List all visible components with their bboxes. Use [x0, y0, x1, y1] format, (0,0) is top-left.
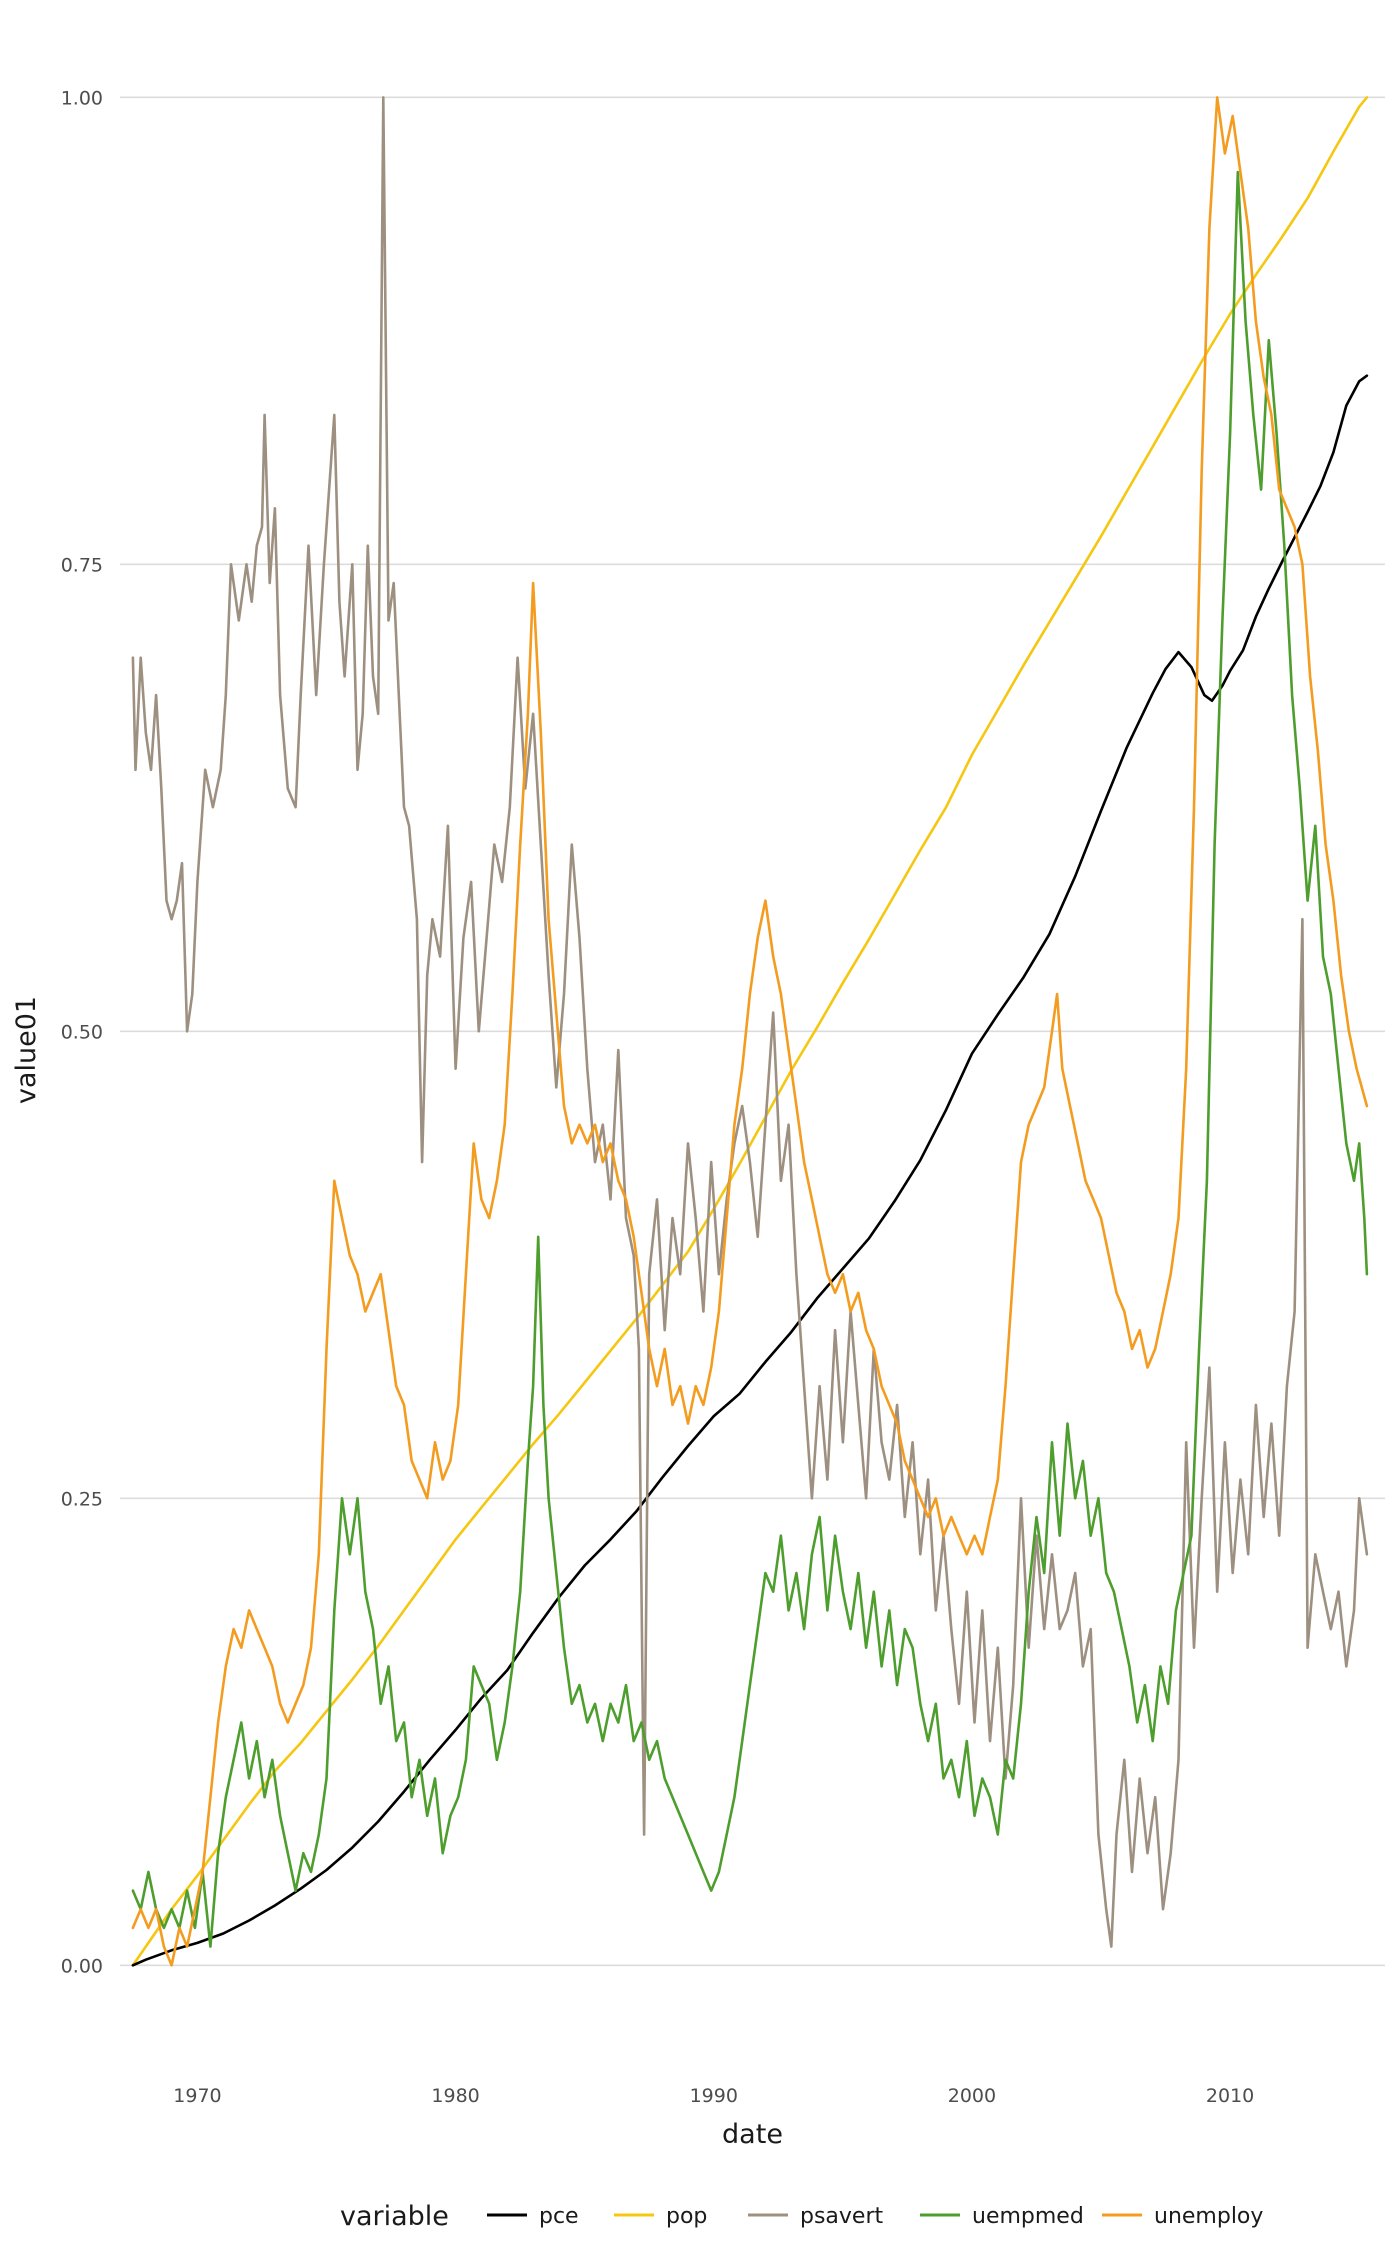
- series-line-uempmed: [131, 170, 1369, 1948]
- series-lines: [131, 96, 1369, 1967]
- y-tick-label: 1.00: [61, 87, 103, 109]
- x-axis-ticks: 1970 1980 1990 2000 2010: [173, 2085, 1254, 2107]
- x-tick-label: 2010: [1206, 2085, 1254, 2107]
- y-tick-label: 0.25: [61, 1488, 103, 1510]
- x-tick-label: 1990: [690, 2085, 738, 2107]
- x-tick-label: 1980: [431, 2085, 479, 2107]
- gridlines: [120, 96, 1385, 1967]
- legend-label-psavert: psavert: [800, 2204, 884, 2229]
- series-line-psavert: [131, 96, 1369, 1948]
- y-axis-title: value01: [11, 996, 42, 1104]
- y-axis-ticks: 0.00 0.25 0.50 0.75 1.00: [61, 87, 103, 1977]
- x-tick-label: 1970: [173, 2085, 221, 2107]
- x-axis-title: date: [722, 2119, 783, 2150]
- series-line-pce: [131, 374, 1369, 1967]
- y-tick-label: 0.50: [61, 1021, 103, 1043]
- series-line-unemploy: [131, 96, 1369, 1967]
- legend: variable pce pop psavert uempmed unemploy: [340, 2201, 1263, 2232]
- x-tick-label: 2000: [948, 2085, 996, 2107]
- legend-title: variable: [340, 2201, 449, 2232]
- legend-label-uempmed: uempmed: [972, 2204, 1084, 2229]
- legend-label-pop: pop: [666, 2204, 707, 2229]
- y-tick-label: 0.75: [61, 554, 103, 576]
- legend-label-pce: pce: [539, 2204, 579, 2229]
- y-tick-label: 0.00: [61, 1955, 103, 1977]
- legend-label-unemploy: unemploy: [1154, 2204, 1263, 2229]
